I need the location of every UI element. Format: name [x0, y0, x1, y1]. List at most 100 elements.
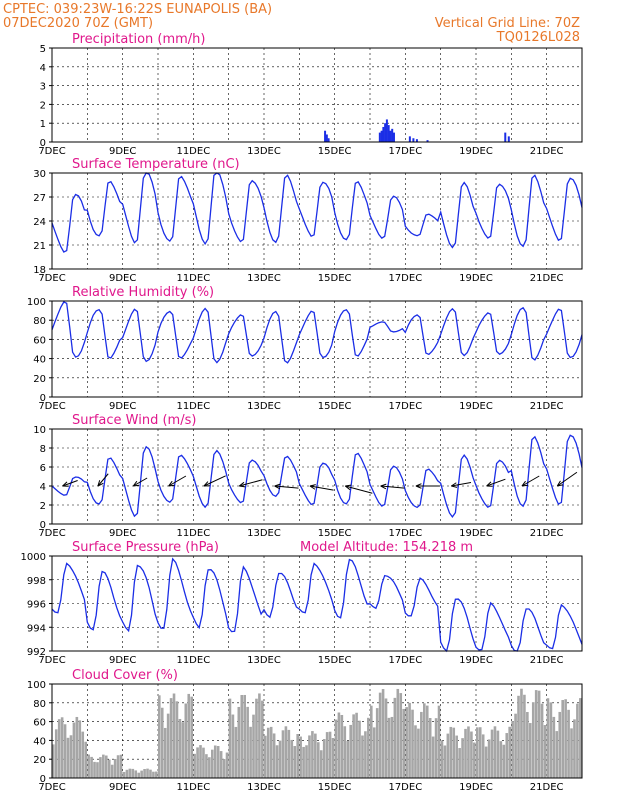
- y-tick-label: 80: [33, 316, 46, 327]
- cloud-bar: [272, 733, 276, 778]
- cloud-bar: [546, 698, 550, 778]
- wind-arrowhead: [238, 481, 246, 488]
- cloud-bar: [346, 741, 350, 778]
- y-tick-label: 40: [33, 355, 46, 366]
- vertical-grid-note: Vertical Grid Line: 70Z: [435, 16, 580, 31]
- y-tick-label: 100: [27, 297, 46, 308]
- y-tick-label: 8: [40, 444, 46, 455]
- panel-frame: [51, 47, 583, 143]
- panel-subtitle: Model Altitude: 154.218 m: [300, 540, 473, 555]
- precip-bar: [327, 138, 330, 142]
- x-tick-label: 13DEC: [247, 401, 281, 412]
- wind-arrow: [451, 482, 472, 487]
- x-tick-label: 19DEC: [459, 655, 493, 666]
- cloud-bar: [208, 757, 211, 778]
- cloud-bar: [540, 703, 544, 778]
- cloud-bar: [487, 739, 491, 778]
- cloud-bar: [166, 713, 170, 778]
- y-tick-label: 1000: [21, 552, 46, 563]
- cloud-bar: [249, 726, 252, 778]
- cloud-bar: [78, 720, 82, 778]
- x-tick-label: 17DEC: [388, 782, 422, 793]
- wind-arrowhead: [309, 484, 316, 490]
- wind-arrowhead: [415, 483, 422, 489]
- cloud-bar: [196, 747, 199, 778]
- cloud-bar: [178, 718, 182, 778]
- cloud-bar: [520, 688, 523, 778]
- x-tick-label: 17DEC: [388, 401, 422, 412]
- x-tick-label: 15DEC: [318, 146, 352, 157]
- panel-title: Surface Wind (m/s): [72, 413, 196, 428]
- cloud-bar: [446, 733, 450, 778]
- cloud-bar: [467, 726, 470, 778]
- y-tick-label: 60: [33, 718, 46, 729]
- series-line: [51, 557, 583, 653]
- y-tick-label: 100: [27, 680, 46, 691]
- precip-bar: [325, 134, 328, 142]
- x-tick-label: 15DEC: [318, 528, 352, 539]
- cloud-bar: [552, 716, 556, 778]
- cloud-bar: [531, 702, 535, 778]
- panel-title: Cloud Cover (%): [72, 668, 178, 683]
- x-tick-label: 15DEC: [318, 655, 352, 666]
- cloud-bar: [160, 707, 164, 778]
- model-code: TQ0126L028: [496, 30, 580, 45]
- cloud-bar: [308, 735, 311, 778]
- panel-title: Surface Pressure (hPa): [72, 540, 219, 555]
- x-tick-label: 21DEC: [530, 401, 564, 412]
- cloud-bar: [134, 770, 138, 778]
- cloud-bar: [296, 733, 299, 778]
- cloud-bar: [390, 716, 394, 778]
- cloud-bar: [337, 712, 341, 778]
- cloud-bar: [213, 745, 217, 778]
- precip-bar: [412, 138, 415, 142]
- cloud-bar: [278, 740, 282, 778]
- cloud-bar: [228, 698, 232, 778]
- cloud-bar: [122, 771, 126, 778]
- cloud-bar: [349, 724, 352, 778]
- cloud-bar: [399, 693, 403, 778]
- cloud-bar: [269, 726, 273, 778]
- wind-arrow: [345, 485, 373, 494]
- panel-3: Relative Humidity (%) 0 20 40 60 80 100 7DEC 9DE…: [27, 285, 583, 412]
- cloud-bar: [54, 729, 58, 778]
- cloud-bar: [66, 737, 70, 778]
- cloud-bar: [172, 693, 176, 778]
- cloud-bar: [561, 700, 564, 778]
- precip-bar: [389, 130, 392, 142]
- cloud-bar: [81, 731, 85, 778]
- cloud-bar: [423, 703, 426, 778]
- panel-6: Cloud Cover (%) 0 20 40 60 80 100 7DEC 9DEC 11DEC…: [27, 668, 583, 793]
- cloud-bar: [352, 714, 355, 778]
- wind-arrowhead: [344, 484, 352, 491]
- wind-arrow: [97, 473, 109, 487]
- cloud-bar: [319, 750, 323, 778]
- cloud-bar: [417, 728, 420, 778]
- panel-1: Precipitation (mm/h) 0 1 2 3 4 5 7DEC 9DEC 11DEC 1…: [38, 32, 583, 157]
- wind-arrowhead: [168, 480, 175, 487]
- x-tick-label: 21DEC: [530, 146, 564, 157]
- x-tick-label: 17DEC: [388, 146, 422, 157]
- cloud-bar: [158, 695, 161, 778]
- panel-frame: [51, 683, 583, 779]
- cloud-bar: [431, 736, 435, 778]
- precip-bar: [426, 140, 429, 142]
- cloud-bar: [564, 699, 567, 778]
- cloud-bar: [402, 708, 405, 778]
- cloud-bar: [452, 727, 456, 778]
- precip-bar: [415, 139, 418, 142]
- y-tick-label: 0: [40, 138, 46, 149]
- cloud-bar: [493, 726, 497, 778]
- cloud-bar: [75, 716, 79, 778]
- cloud-bar: [543, 725, 547, 778]
- wind-arrowhead: [450, 482, 458, 488]
- cloud-bar: [464, 728, 467, 778]
- wind-arrowhead: [203, 481, 210, 487]
- cloud-bar: [523, 694, 526, 778]
- cloud-bar: [437, 705, 441, 778]
- cloud-bar: [473, 742, 476, 778]
- y-tick-label: 80: [33, 699, 46, 710]
- wind-arrow: [239, 479, 263, 487]
- cloud-bar: [113, 758, 117, 778]
